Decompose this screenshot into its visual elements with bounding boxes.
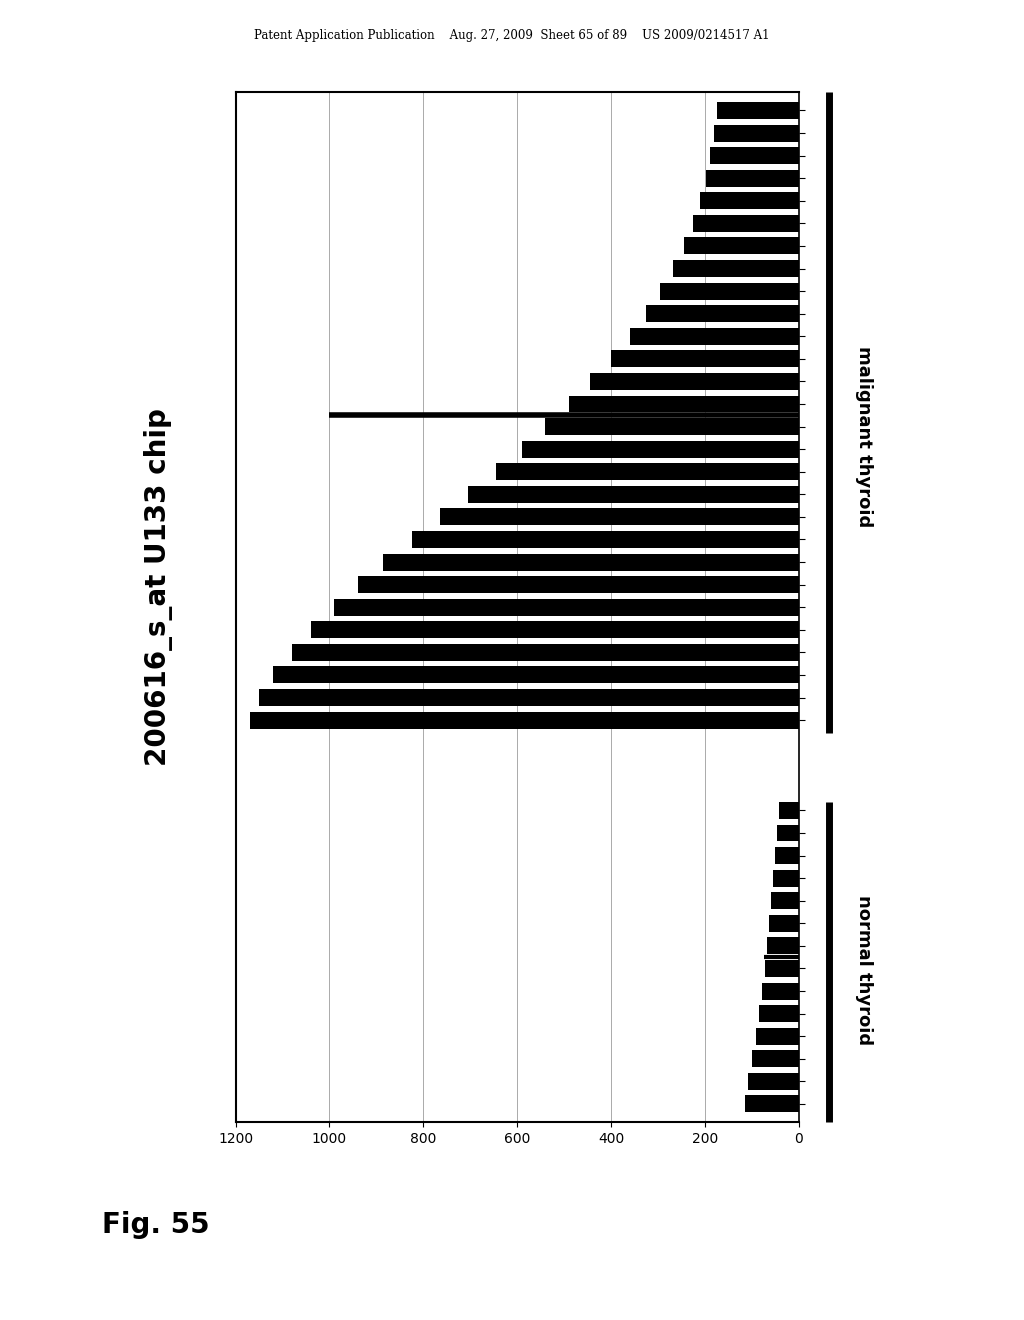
Bar (611, 350, 799, 367)
Bar (522, 441, 799, 458)
Bar (439, 508, 799, 525)
Bar (259, 689, 799, 706)
Bar (767, 937, 799, 954)
Bar (769, 915, 799, 932)
Bar (273, 667, 799, 684)
Text: Patent Application Publication    Aug. 27, 2009  Sheet 65 of 89    US 2009/02145: Patent Application Publication Aug. 27, … (254, 29, 770, 42)
Text: 200616_s_at U133 chip: 200616_s_at U133 chip (144, 408, 173, 767)
Bar (630, 327, 799, 345)
Bar (412, 531, 799, 548)
Text: malignant thyroid: malignant thyroid (855, 346, 873, 528)
Bar (496, 463, 799, 480)
Bar (250, 711, 799, 729)
Bar (383, 553, 799, 570)
Bar (357, 576, 799, 593)
Bar (775, 847, 799, 865)
Bar (717, 102, 799, 119)
Bar (684, 238, 799, 255)
Text: normal thyroid: normal thyroid (855, 895, 873, 1044)
Bar (590, 374, 799, 389)
Bar (762, 982, 799, 999)
Bar (468, 486, 799, 503)
Bar (777, 825, 799, 841)
Bar (711, 147, 799, 164)
Bar (771, 892, 799, 909)
Bar (334, 599, 799, 615)
Bar (752, 1051, 799, 1068)
Bar (292, 644, 799, 661)
Bar (545, 418, 799, 436)
Bar (660, 282, 799, 300)
Bar (673, 260, 799, 277)
Bar (700, 193, 799, 210)
Bar (706, 170, 799, 186)
Bar (744, 1096, 799, 1113)
Bar (568, 396, 799, 412)
Bar (765, 960, 799, 977)
Bar (773, 870, 799, 887)
Bar (715, 124, 799, 141)
Bar (748, 1073, 799, 1090)
Bar (310, 622, 799, 639)
Bar (756, 1028, 799, 1044)
Bar (693, 215, 799, 232)
Bar (759, 1005, 799, 1022)
Bar (778, 803, 799, 818)
Text: Fig. 55: Fig. 55 (102, 1210, 210, 1239)
Bar (646, 305, 799, 322)
